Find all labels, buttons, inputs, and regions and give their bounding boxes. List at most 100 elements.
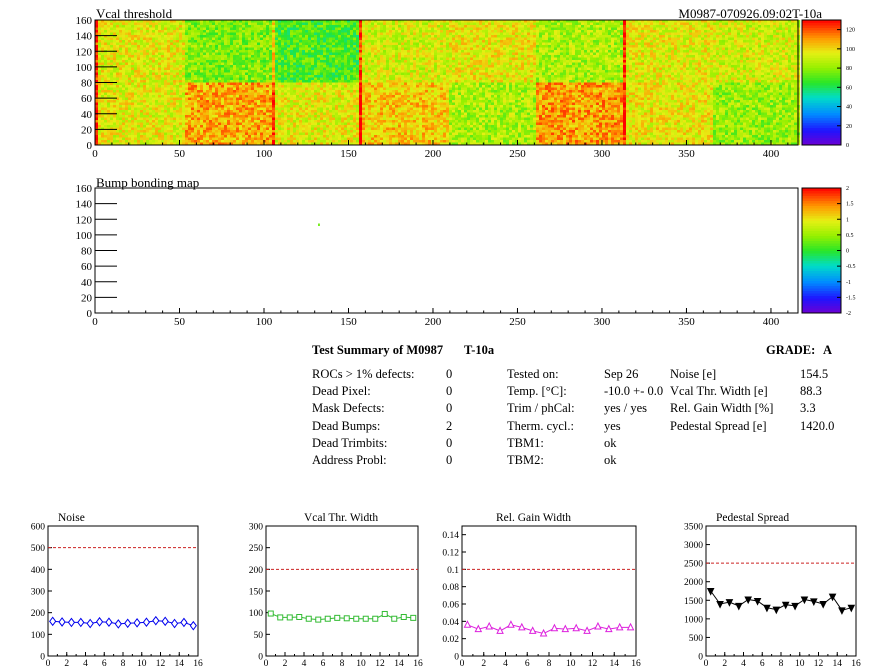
threshold-cell (428, 25, 432, 28)
threshold-cell (242, 55, 246, 58)
threshold-cell (299, 25, 303, 28)
threshold-cell (797, 45, 801, 48)
threshold-cell (350, 37, 354, 41)
threshold-cell (503, 20, 507, 23)
threshold-cell (131, 22, 135, 26)
threshold-cell (743, 40, 747, 43)
threshold-cell (749, 22, 753, 26)
threshold-cell (764, 35, 768, 38)
threshold-cell (110, 25, 114, 28)
threshold-cell (248, 70, 252, 73)
threshold-cell (125, 27, 129, 31)
threshold-cell (647, 67, 651, 71)
threshold-cell (542, 42, 546, 46)
threshold-cell (593, 40, 597, 43)
threshold-cell (170, 65, 174, 68)
threshold-cell (791, 67, 795, 71)
threshold-cell (599, 60, 603, 63)
threshold-cell (536, 47, 540, 51)
threshold-cell (662, 42, 666, 46)
threshold-cell (119, 52, 123, 56)
threshold-cell (245, 37, 249, 41)
threshold-cell (263, 70, 267, 73)
threshold-cell (299, 42, 303, 46)
threshold-cell (716, 20, 720, 23)
threshold-cell (518, 47, 522, 51)
threshold-cell (497, 57, 501, 61)
threshold-cell (284, 70, 288, 73)
threshold-cell (767, 37, 771, 41)
threshold-cell (653, 50, 657, 53)
threshold-cell (614, 70, 618, 73)
threshold-cell (674, 27, 678, 31)
threshold-cell (230, 40, 234, 43)
threshold-cell (122, 72, 126, 76)
threshold-cell (488, 32, 492, 36)
threshold-cell (482, 35, 486, 38)
threshold-cell (536, 65, 540, 68)
threshold-cell (773, 45, 777, 48)
threshold-cell (401, 65, 405, 68)
threshold-cell (290, 30, 294, 33)
threshold-cell (143, 25, 147, 28)
threshold-cell (98, 37, 102, 41)
threshold-cell (527, 35, 531, 38)
threshold-cell (161, 52, 165, 56)
threshold-cell (110, 20, 114, 23)
threshold-cell (272, 72, 276, 76)
threshold-cell (749, 32, 753, 36)
threshold-cell (230, 55, 234, 58)
threshold-cell (425, 42, 429, 46)
threshold-cell (734, 47, 738, 51)
threshold-cell (470, 27, 474, 31)
threshold-cell (617, 25, 621, 28)
threshold-cell (410, 62, 414, 66)
threshold-cell (254, 40, 258, 43)
threshold-cell (791, 35, 795, 38)
threshold-cell (473, 22, 477, 26)
threshold-cell (386, 67, 390, 71)
threshold-cell (470, 42, 474, 46)
threshold-cell (686, 57, 690, 61)
threshold-cell (179, 52, 183, 56)
threshold-cell (122, 30, 126, 33)
threshold-cell (191, 65, 195, 68)
threshold-cell (431, 70, 435, 73)
threshold-cell (587, 60, 591, 63)
threshold-cell (140, 25, 144, 28)
threshold-cell (773, 25, 777, 28)
threshold-cell (257, 37, 261, 41)
threshold-cell (605, 40, 609, 43)
threshold-cell (746, 27, 750, 31)
threshold-cell (617, 55, 621, 58)
threshold-cell (758, 62, 762, 66)
threshold-cell (350, 65, 354, 68)
threshold-cell (617, 22, 621, 26)
threshold-cell (176, 37, 180, 41)
threshold-cell (515, 67, 519, 71)
threshold-cell (596, 70, 600, 73)
threshold-cell (155, 27, 159, 31)
threshold-cell (584, 52, 588, 56)
threshold-cell (320, 62, 324, 66)
threshold-cell (710, 57, 714, 61)
threshold-cell (623, 65, 627, 68)
threshold-cell (557, 47, 561, 51)
threshold-cell (281, 57, 285, 61)
threshold-cell (395, 27, 399, 31)
threshold-cell (284, 22, 288, 26)
threshold-cell (134, 50, 138, 53)
threshold-cell (728, 67, 732, 71)
threshold-cell (377, 70, 381, 73)
threshold-cell (173, 45, 177, 48)
threshold-cell (380, 25, 384, 28)
threshold-cell (605, 50, 609, 53)
threshold-cell (506, 67, 510, 71)
threshold-cell (713, 27, 717, 31)
threshold-cell (365, 22, 369, 26)
threshold-cell (221, 35, 225, 38)
threshold-cell (635, 52, 639, 56)
threshold-cell (539, 55, 543, 58)
threshold-cell (437, 65, 441, 68)
threshold-cell (581, 67, 585, 71)
